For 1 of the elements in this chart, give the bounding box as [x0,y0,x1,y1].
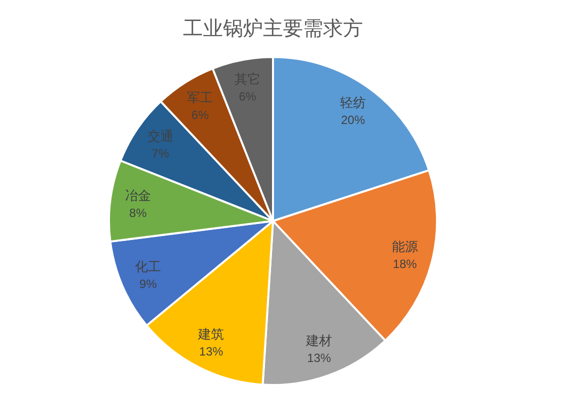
title: 工业锅炉主要需求方 [183,18,363,40]
